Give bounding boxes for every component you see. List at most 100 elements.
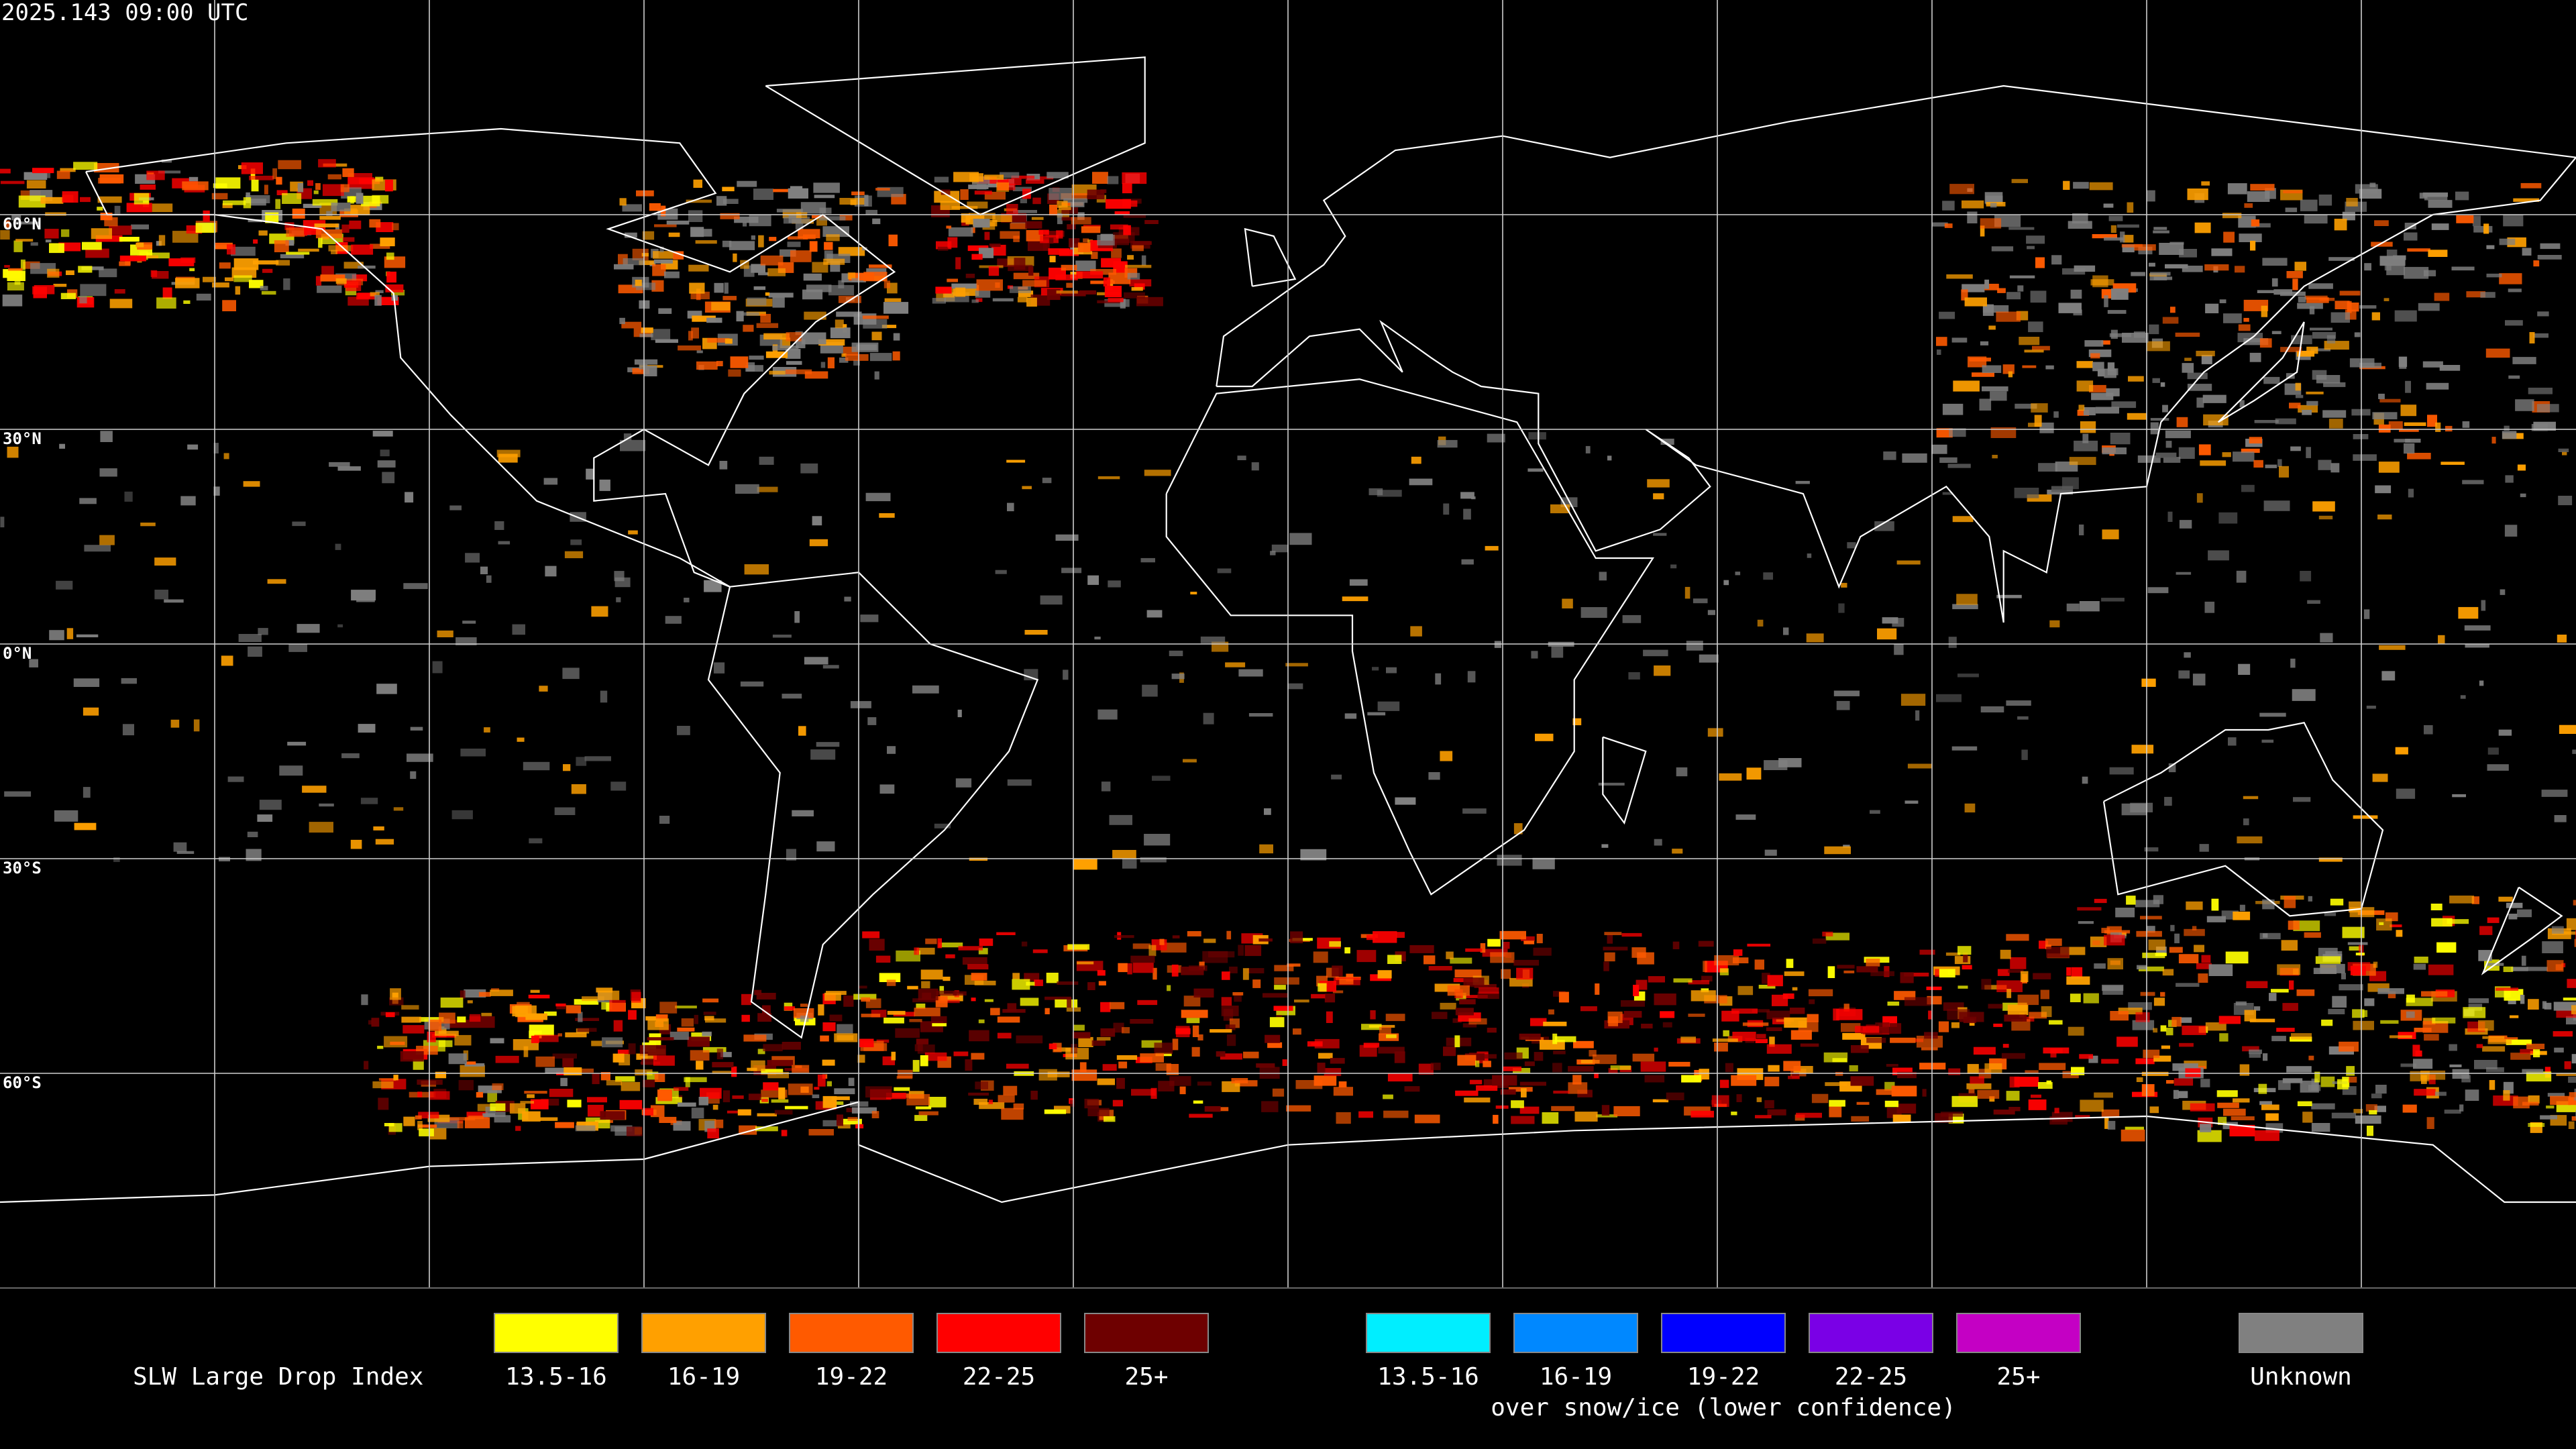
cloud-pixel <box>276 176 282 185</box>
cloud-pixel <box>2292 689 2316 701</box>
cloud-pixel <box>2526 1071 2552 1082</box>
cloud-pixel <box>1344 947 1350 954</box>
cloud-pixel <box>684 598 690 602</box>
cloud-pixel <box>2135 900 2160 908</box>
cloud-pixel <box>1595 983 1600 995</box>
cloud-pixel <box>2378 462 2400 473</box>
cloud-pixel <box>1258 938 1273 942</box>
cloud-pixel <box>2506 902 2523 908</box>
cloud-pixel <box>2133 331 2145 338</box>
cloud-pixel <box>971 227 975 233</box>
cloud-pixel <box>2292 278 2298 290</box>
cloud-pixel <box>1313 1075 1337 1086</box>
cloud-pixel <box>686 199 712 203</box>
cloud-pixel <box>1768 1065 1780 1072</box>
cloud-pixel <box>2179 1042 2194 1047</box>
cloud-pixel <box>1829 1106 1842 1118</box>
cloud-pixel <box>1440 751 1453 761</box>
cloud-pixel <box>2165 264 2188 269</box>
cloud-pixel <box>1098 981 1106 985</box>
cloud-pixel <box>2149 262 2155 267</box>
cloud-pixel <box>2178 447 2195 459</box>
cloud-pixel <box>1440 1002 1456 1010</box>
cloud-pixel <box>991 244 1006 256</box>
cloud-pixel <box>2176 983 2200 987</box>
cloud-pixel <box>921 981 930 989</box>
cloud-pixel <box>154 590 168 600</box>
cloud-pixel <box>2566 918 2576 930</box>
cloud-pixel <box>2185 1068 2201 1077</box>
cloud-pixel <box>1504 1052 1523 1060</box>
cloud-pixel <box>1055 274 1078 280</box>
cloud-pixel <box>1699 654 1719 663</box>
cloud-pixel <box>975 1081 988 1089</box>
cloud-pixel <box>2407 248 2430 252</box>
cloud-pixel <box>2414 957 2428 963</box>
cloud-pixel <box>1866 959 1880 967</box>
cloud-pixel <box>1463 508 1471 520</box>
cloud-pixel <box>1007 1003 1017 1012</box>
cloud-pixel <box>1087 189 1105 199</box>
cloud-pixel <box>1622 614 1642 623</box>
cloud-pixel <box>1883 451 1896 460</box>
cloud-pixel <box>2203 414 2229 426</box>
cloud-pixel <box>170 719 180 728</box>
cloud-pixel <box>747 297 767 306</box>
cloud-pixel <box>1313 951 1328 963</box>
cloud-pixel <box>1766 1027 1782 1031</box>
timestamp: 2025.143 09:00 UTC <box>1 0 248 26</box>
cloud-pixel <box>706 317 722 323</box>
cloud-pixel <box>2014 488 2039 498</box>
cloud-pixel <box>600 1072 610 1081</box>
cloud-pixel <box>409 1091 436 1097</box>
cloud-pixel <box>938 1000 960 1004</box>
cloud-pixel <box>971 998 976 1002</box>
cloud-pixel <box>628 530 638 535</box>
cloud-pixel <box>81 266 104 270</box>
cloud-pixel <box>1594 1073 1599 1079</box>
cloud-pixel <box>1202 951 1228 963</box>
cloud-pixel <box>947 237 958 248</box>
cloud-pixel <box>319 803 334 807</box>
cloud-pixel <box>307 180 313 186</box>
cloud-pixel <box>2141 1071 2169 1076</box>
cloud-pixel <box>2008 969 2024 973</box>
cloud-pixel <box>741 312 759 316</box>
legend-swatch <box>1513 1313 1638 1353</box>
cloud-pixel <box>992 215 1012 222</box>
cloud-pixel <box>1107 176 1119 184</box>
cloud-pixel <box>681 1018 694 1027</box>
cloud-pixel <box>687 311 702 319</box>
cloud-pixel <box>702 1046 727 1053</box>
cloud-pixel <box>2369 1110 2377 1115</box>
cloud-pixel <box>609 1000 626 1012</box>
cloud-pixel <box>495 1055 519 1063</box>
cloud-pixel <box>1553 1090 1570 1094</box>
cloud-pixel <box>995 570 1007 574</box>
cloud-pixel <box>703 1012 716 1015</box>
cloud-pixel <box>826 234 840 241</box>
cloud-pixel <box>2108 215 2123 221</box>
cloud-pixel <box>2233 451 2255 462</box>
cloud-pixel <box>380 449 390 457</box>
cloud-pixel <box>2090 353 2100 359</box>
cloud-pixel <box>1272 1088 1285 1097</box>
cloud-pixel <box>2153 1028 2158 1033</box>
cloud-pixel <box>782 694 802 699</box>
cloud-pixel <box>2504 525 2518 537</box>
cloud-pixel <box>712 1062 734 1068</box>
cloud-pixel <box>614 264 634 270</box>
cloud-pixel <box>0 517 5 528</box>
cloud-pixel <box>1789 1008 1805 1014</box>
cloud-pixel <box>2435 422 2441 432</box>
cloud-pixel <box>1132 962 1154 973</box>
cloud-pixel <box>1552 1063 1562 1073</box>
cloud-pixel <box>272 168 277 179</box>
cloud-pixel <box>984 999 994 1002</box>
cloud-pixel <box>99 268 117 278</box>
cloud-pixel <box>313 190 319 195</box>
cloud-pixel <box>723 199 739 204</box>
cloud-pixel <box>1070 1099 1075 1107</box>
cloud-pixel <box>619 317 625 325</box>
cloud-pixel <box>407 753 433 762</box>
